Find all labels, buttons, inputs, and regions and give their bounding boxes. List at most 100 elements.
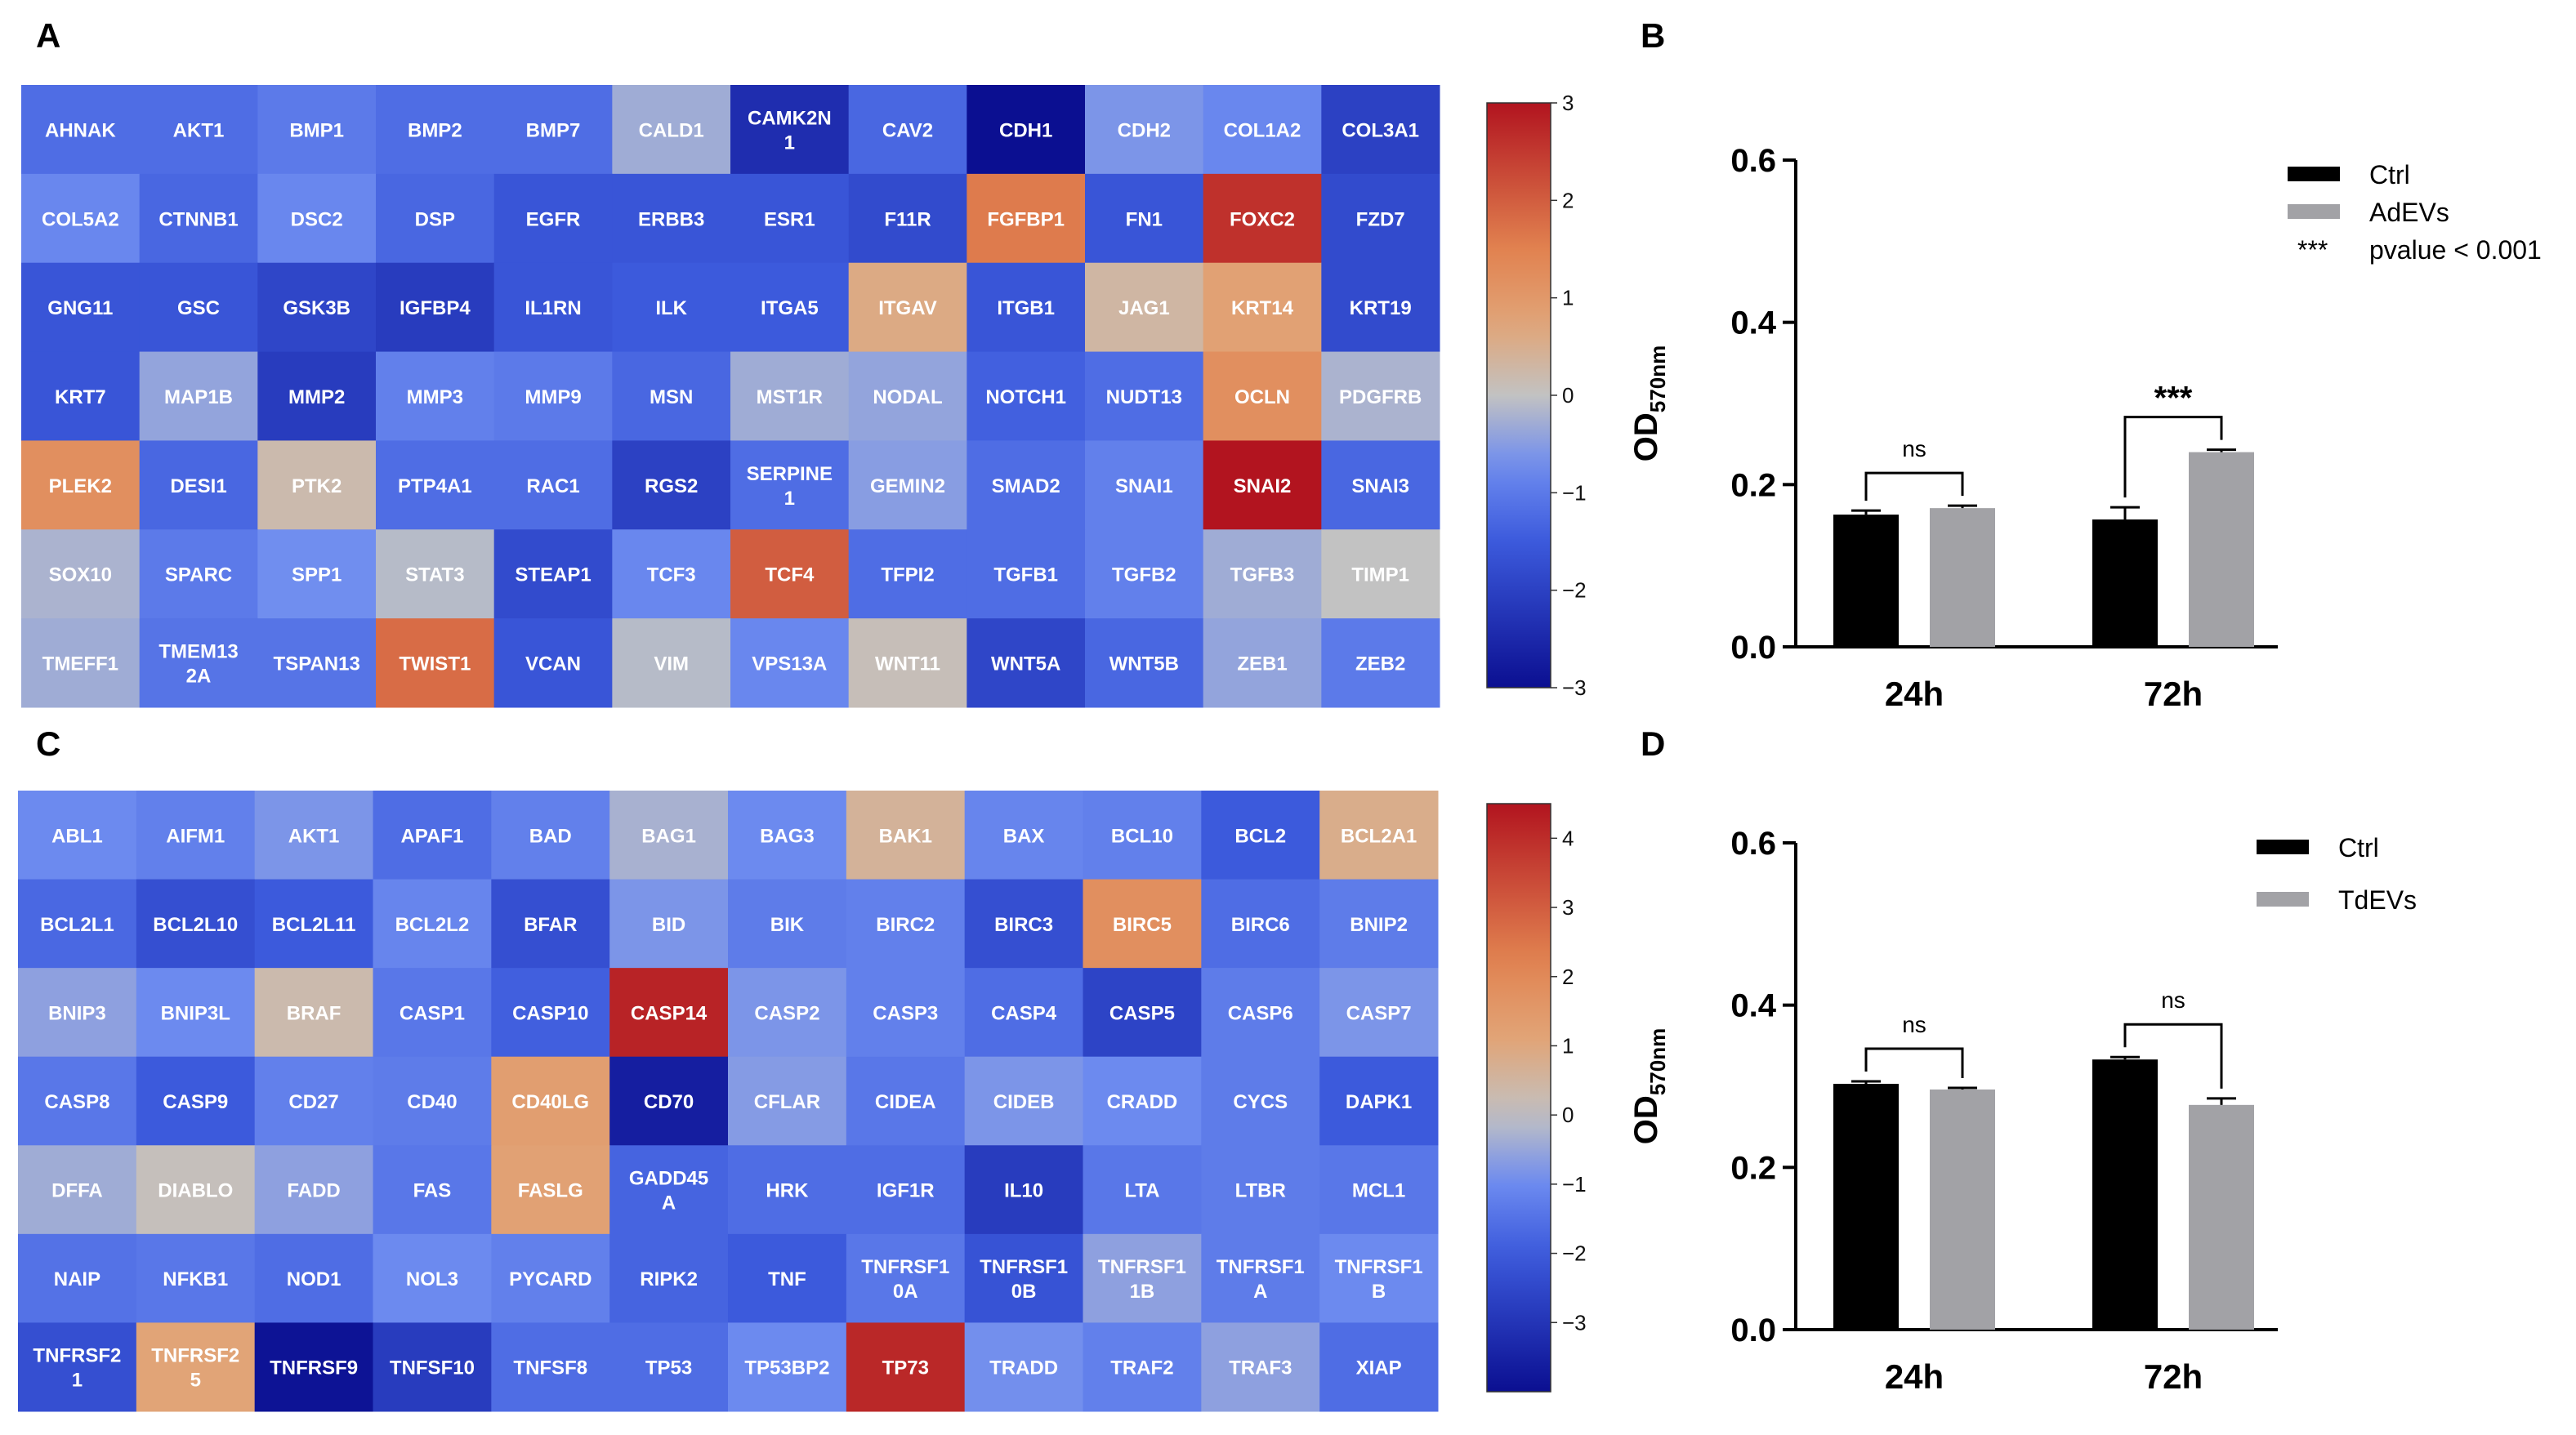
heatmap-cell: [376, 173, 495, 264]
colorbar-tick-label: 1: [1562, 286, 1574, 310]
heatmap-cell-label: BCL2A1: [1341, 825, 1417, 847]
heatmap-cell: [1319, 1145, 1439, 1235]
heatmap-cell-label: APAF1: [400, 825, 463, 847]
heatmap-cell: [967, 173, 1086, 264]
heatmap-cell-label: CASP7: [1346, 1002, 1412, 1024]
heatmap-cell: [493, 618, 613, 708]
heatmap-cell-label: DAPK1: [1346, 1091, 1412, 1113]
heatmap-cell-label: RAC1: [526, 475, 579, 497]
heatmap-cell: [21, 173, 141, 264]
heatmap-cell: [964, 1056, 1083, 1146]
x-tick-label: 24h: [1885, 1357, 1944, 1396]
heatmap-cell-label: BNIP3: [48, 1002, 106, 1024]
heatmap-cell: [1321, 529, 1440, 619]
heatmap-cell: [139, 262, 258, 353]
heatmap-cell: [730, 618, 850, 708]
colorbar-tick-label: −2: [1562, 578, 1587, 603]
heatmap-cell: [493, 85, 613, 175]
heatmap-cell-label: TIMP1: [1351, 564, 1409, 586]
heatmap-cell-label: PYCARD: [509, 1268, 592, 1290]
heatmap-cell: [491, 1056, 610, 1146]
heatmap-cell: [1083, 1145, 1202, 1235]
bar-ctrl-24h: [1833, 1084, 1899, 1330]
heatmap-cell: [967, 529, 1086, 619]
heatmap-cell: [139, 529, 258, 619]
heatmap-cell-label: TP53BP2: [744, 1357, 829, 1379]
heatmap-cell-label: BAK1: [879, 825, 932, 847]
heatmap-cell-label: AKT1: [288, 825, 340, 847]
significance-bracket: [1864, 1047, 1964, 1078]
heatmap-cell: [493, 529, 613, 619]
colorbar-tick-label: 0: [1562, 1103, 1574, 1127]
heatmap-cell: [1319, 1233, 1439, 1323]
heatmap-cell: [846, 968, 966, 1058]
heatmap-cell-label: ITGB1: [997, 297, 1055, 319]
heatmap-cell: [1201, 1233, 1320, 1323]
heatmap-cell: [373, 1056, 492, 1146]
heatmap-cell: [254, 1145, 373, 1235]
heatmap-cell-label: PTP4A1: [398, 475, 472, 497]
heatmap-cell-label: BIRC3: [994, 914, 1053, 936]
heatmap-cell: [848, 440, 967, 530]
heatmap-cell: [1321, 85, 1440, 175]
heatmap-cell: [964, 968, 1083, 1058]
heatmap-cell: [373, 879, 492, 969]
colorbar-tick-label: 3: [1562, 895, 1574, 920]
colorbar-tick-label: 1: [1562, 1033, 1574, 1058]
bar-ctrl-72h: [2092, 1059, 2158, 1330]
bar-tdevs-24h: [1930, 1089, 1995, 1330]
heatmap-cell-label: XIAP: [1356, 1357, 1402, 1379]
heatmap-cell-label: PDGFRB: [1339, 386, 1422, 408]
heatmap-cell-label: PLEK2: [49, 475, 112, 497]
heatmap-cell-label: IGFBP4: [400, 297, 471, 319]
bar-adevs-72h: [2189, 452, 2254, 647]
heatmap-cell-label: BMP1: [289, 119, 344, 141]
heatmap-cell-label: CASP3: [873, 1002, 938, 1024]
heatmap-cell: [1201, 1056, 1320, 1146]
heatmap-cell-label: ERBB3: [638, 208, 704, 230]
heatmap-cell: [139, 618, 258, 708]
heatmap-cell-label: MST1R: [757, 386, 823, 408]
heatmap-cell-label: TGFB1: [993, 564, 1058, 586]
heatmap-cell-label: TNFRSF9: [270, 1357, 358, 1379]
heatmap-cell-label: RGS2: [645, 475, 698, 497]
significance-label: ***: [2154, 381, 2193, 417]
heatmap-cell: [18, 1322, 137, 1412]
heatmap-cell: [21, 351, 141, 441]
heatmap-cell-label: COL3A1: [1342, 119, 1419, 141]
heatmap-cell: [728, 1056, 847, 1146]
heatmap-cell: [967, 262, 1086, 353]
heatmap-cell: [967, 351, 1086, 441]
heatmap-cell: [846, 791, 966, 880]
heatmap-cell: [1203, 173, 1322, 264]
heatmap-cell: [18, 879, 137, 969]
significance-bracket: [2123, 416, 2223, 498]
heatmap-cell-label: KRT19: [1350, 297, 1412, 319]
heatmap-cell: [1201, 1145, 1320, 1235]
heatmap-cell-label: BID: [652, 914, 685, 936]
heatmap-cell-label: BIK: [770, 914, 805, 936]
heatmap-cell-label: GEMIN2: [870, 475, 945, 497]
heatmap-cell-label: TP53: [645, 1357, 692, 1379]
heatmap-cell: [139, 173, 258, 264]
heatmap-cell-label: ABL1: [51, 825, 103, 847]
heatmap-cell-label: TNFRSF2 1: [33, 1345, 121, 1392]
heatmap-cell: [1085, 173, 1204, 264]
heatmap-cell: [493, 173, 613, 264]
heatmap-cell-label: NOTCH1: [985, 386, 1066, 408]
heatmap-cell-label: BNIP3L: [161, 1002, 230, 1024]
heatmap-cell-label: SOX10: [49, 564, 112, 586]
heatmap-cell-label: TNFSF10: [390, 1357, 475, 1379]
heatmap-cell: [1085, 262, 1204, 353]
heatmap-cell-label: BCL2L11: [272, 914, 356, 936]
heatmap-cell-label: SNAI2: [1234, 475, 1292, 497]
heatmap-cell: [728, 1233, 847, 1323]
heatmap-cell-label: CIDEA: [875, 1091, 936, 1113]
heatmap-cell: [376, 529, 495, 619]
colorbar-tick-label: −1: [1562, 480, 1587, 505]
heatmap-cell-label: ILK: [655, 297, 687, 319]
legend-label: Ctrl: [2338, 833, 2379, 862]
heatmap-cell-label: STEAP1: [515, 564, 591, 586]
heatmap-cell-label: ZEB2: [1355, 653, 1405, 675]
heatmap-cell-label: GSK3B: [283, 297, 350, 319]
